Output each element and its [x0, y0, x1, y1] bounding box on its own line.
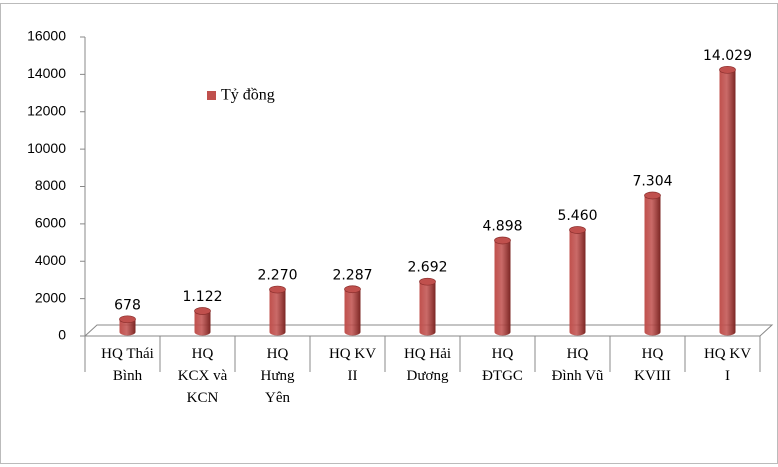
bar-top: [719, 65, 736, 74]
legend-swatch: [207, 91, 216, 100]
value-label: 14.029: [703, 48, 752, 64]
x-tick-label: HQ Hải Dương: [404, 346, 451, 384]
bar: [269, 285, 286, 336]
y-tick-label: 2000: [35, 289, 66, 305]
value-label: 7.304: [632, 174, 672, 190]
bar: [194, 307, 211, 336]
bar-body: [719, 69, 736, 336]
x-tick-label: HQ Thái Bình: [101, 346, 154, 384]
y-tick-label: 14000: [27, 65, 66, 81]
y-tick-label: 4000: [35, 252, 66, 268]
bar-body: [569, 229, 586, 336]
bar-body: [644, 195, 661, 336]
value-label: 2.692: [407, 260, 447, 276]
x-tick-label: HQ Hưng Yên: [261, 346, 295, 406]
bar-body: [494, 240, 511, 336]
y-tick-label: 10000: [27, 140, 66, 156]
value-label: 2.270: [257, 268, 297, 284]
bar: [344, 285, 361, 336]
bar: [119, 315, 136, 336]
x-tick-label: HQ KV I: [704, 346, 751, 384]
y-tick-label: 8000: [35, 177, 66, 193]
bar-top: [569, 226, 586, 234]
bar-top: [494, 236, 511, 245]
bar-top: [119, 315, 136, 324]
value-label: 2.287: [332, 267, 372, 283]
y-tick-label: 6000: [35, 215, 66, 231]
x-tick-label: HQ Đình Vũ: [552, 346, 604, 384]
y-tick-label: 0: [58, 327, 66, 343]
bar-body: [194, 311, 211, 336]
x-tick-label: HQ ĐTGC: [482, 346, 523, 384]
bar-top: [644, 191, 661, 200]
value-label: 678: [114, 297, 141, 313]
bar-body: [419, 281, 436, 336]
legend-label: Tỷ đồng: [221, 87, 275, 104]
bar-body: [269, 289, 286, 336]
value-label: 4.898: [482, 218, 522, 234]
x-tick-label: HQ KVIII: [634, 346, 671, 384]
bar-body: [344, 289, 361, 336]
value-label: 1.122: [182, 289, 222, 305]
y-tick-label: 12000: [27, 102, 66, 118]
bar-top: [419, 277, 436, 286]
frame: [0, 3, 778, 464]
bar: [719, 65, 736, 336]
bar-body: [119, 319, 136, 336]
y-tick-label: 16000: [27, 28, 66, 44]
x-tick-label: HQ KCX và KCN: [178, 346, 228, 406]
bar: [419, 277, 436, 336]
bar-top: [194, 307, 211, 315]
value-label: 5.460: [557, 208, 597, 224]
bar-top: [269, 285, 286, 294]
bar-top: [344, 285, 361, 294]
x-tick-label: HQ KV II: [329, 346, 376, 384]
bar: [569, 226, 586, 336]
bar: [494, 236, 511, 336]
bar: [644, 191, 661, 336]
